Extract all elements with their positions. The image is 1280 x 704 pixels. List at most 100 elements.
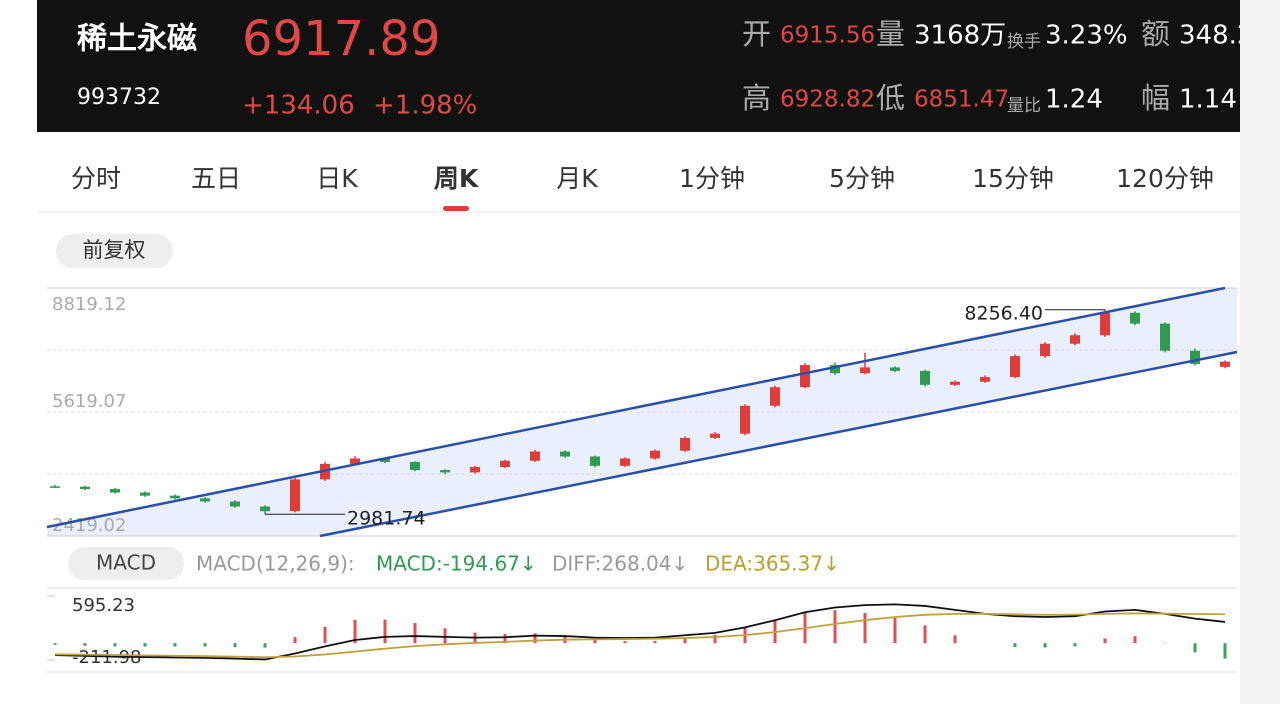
macd-button[interactable]: MACD <box>96 551 156 575</box>
header: 稀土永磁 993732 6917.89 +134.06 +1.98% 开 6915… <box>77 11 1253 121</box>
macd-bar <box>1193 643 1197 653</box>
min-label: 2981.74 <box>347 508 426 530</box>
dea-value: DEA:365.37↓ <box>705 552 840 576</box>
candle-body <box>200 498 210 502</box>
candle-body <box>740 405 750 434</box>
stat-label: 低 <box>876 81 905 115</box>
macd-bar <box>383 619 387 644</box>
diff-line <box>54 603 1226 661</box>
header-bg <box>37 0 1240 132</box>
macd-params: MACD(12,26,9): <box>196 552 355 576</box>
macd-bar <box>1073 643 1077 647</box>
tab-indicator <box>443 206 469 211</box>
candle-body <box>470 466 480 473</box>
candle-body <box>620 458 630 466</box>
stock-code: 993732 <box>77 85 161 110</box>
candle-body <box>410 461 420 471</box>
stat-label: 量 <box>876 17 905 51</box>
candle-body <box>830 365 840 374</box>
stat-value: 6928.82 <box>780 87 875 113</box>
macd-bar <box>653 640 657 644</box>
macd-button-bg[interactable] <box>68 547 184 580</box>
macd-bar <box>233 643 237 648</box>
candle-body <box>560 451 570 457</box>
candle-body <box>230 501 240 507</box>
candle-body <box>1100 312 1110 336</box>
candle-body <box>980 377 990 382</box>
y-tick-label: 8819.12 <box>52 294 126 315</box>
candle-body <box>350 458 360 464</box>
stat-value: 6851.47 <box>914 87 1009 113</box>
candle-body <box>770 387 780 406</box>
adjust-button[interactable]: 前复权 <box>83 238 146 262</box>
max-label: 8256.40 <box>964 302 1043 324</box>
candle-body <box>290 479 300 512</box>
tab[interactable]: 1分钟 <box>679 164 745 193</box>
stat-label: 幅 <box>1141 81 1170 115</box>
channel-upper <box>46 286 1226 529</box>
stat-label: 开 <box>742 17 771 51</box>
macd-bar <box>593 639 597 644</box>
macd-bar <box>1043 643 1047 648</box>
macd-bar <box>713 634 717 644</box>
candle-body <box>680 437 690 451</box>
macd-bar <box>143 643 147 647</box>
macd-bar <box>173 643 177 647</box>
candle-body <box>1070 335 1080 344</box>
price: 6917.89 <box>242 11 441 67</box>
macd-bar <box>113 643 117 647</box>
tab[interactable]: 120分钟 <box>1116 164 1214 193</box>
candle-body <box>1190 350 1200 364</box>
tab[interactable]: 月K <box>556 164 598 193</box>
stock-name: 稀土永磁 <box>77 22 197 57</box>
y-tick-label: 2419.02 <box>52 515 126 536</box>
stat-label: 额 <box>1141 17 1170 51</box>
macd-bar <box>293 637 297 644</box>
channel-lower <box>319 350 1238 538</box>
tab[interactable]: 周K <box>434 164 480 193</box>
stat-value: 1.14 <box>1179 85 1237 115</box>
adjust-button-bg[interactable] <box>56 234 173 268</box>
y-tick-label: 5619.07 <box>52 391 126 412</box>
candle-body <box>650 450 660 459</box>
macd-bar <box>503 633 507 644</box>
macd-bar <box>623 641 627 644</box>
y-tick-label: -211.98 <box>72 647 141 668</box>
candle-body <box>140 492 150 496</box>
y-tick-label: 595.23 <box>72 595 135 616</box>
candle-body <box>710 433 720 438</box>
stat-value: 1.24 <box>1045 85 1103 115</box>
stat-value: 6915.56 <box>780 23 875 49</box>
candle-body <box>800 365 810 388</box>
candle-body <box>260 506 270 512</box>
candle-body <box>110 489 120 493</box>
tab[interactable]: 15分钟 <box>972 164 1054 193</box>
macd-bar <box>443 628 447 644</box>
candle-body <box>380 458 390 462</box>
macd-bar <box>953 635 957 644</box>
tab[interactable]: 分时 <box>71 164 121 193</box>
stat-label: 换手 <box>1007 32 1041 52</box>
candle-body <box>950 381 960 385</box>
macd-bar <box>263 643 267 648</box>
macd-bar <box>83 643 87 646</box>
candle-body <box>1130 312 1140 324</box>
stat-value: 3168万 <box>914 21 1006 51</box>
stat-value: 3.23% <box>1045 21 1128 51</box>
tab[interactable]: 日K <box>316 164 358 193</box>
tab[interactable]: 五日 <box>191 164 241 193</box>
macd-bar <box>923 625 927 644</box>
right-edge <box>1240 0 1280 704</box>
stat-value: 348.2 <box>1179 21 1253 51</box>
tab[interactable]: 5分钟 <box>829 164 895 193</box>
macd-bar <box>1223 643 1227 659</box>
macd-bar <box>1133 636 1137 644</box>
stat-label: 量比 <box>1007 96 1041 116</box>
candle-body <box>1040 343 1050 357</box>
macd-bar <box>323 627 327 644</box>
diff-value: DIFF:268.04↓ <box>552 552 688 576</box>
candle-body <box>500 460 510 467</box>
stat-label: 高 <box>742 81 771 115</box>
